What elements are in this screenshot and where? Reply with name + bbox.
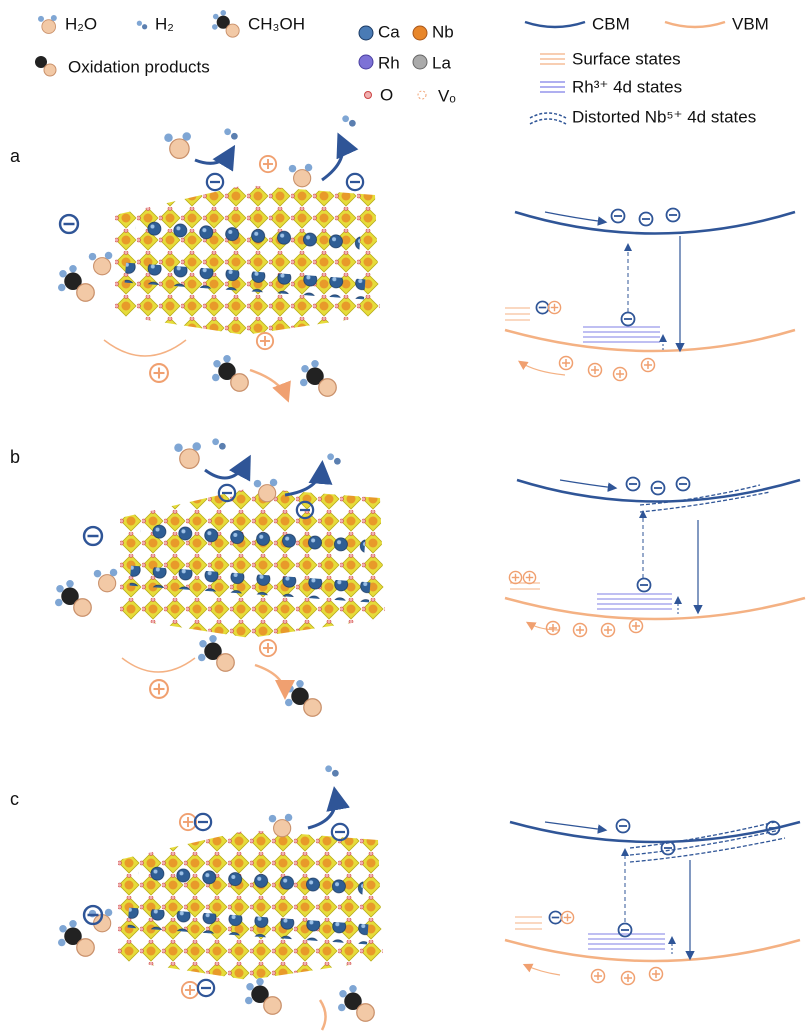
legend-label: Rh³⁺ 4d states bbox=[572, 77, 682, 96]
legend-label: CH₃OH bbox=[248, 14, 305, 33]
legend-label: Surface states bbox=[572, 49, 681, 68]
legend-label: Vₒ bbox=[438, 86, 456, 105]
legend-label: O bbox=[380, 85, 393, 104]
crystal-b bbox=[55, 438, 385, 717]
crystal-a bbox=[58, 115, 380, 403]
legend-label: Distorted Nb⁵⁺ 4d states bbox=[572, 107, 756, 126]
panel-label: a bbox=[10, 146, 21, 166]
legend-label: La bbox=[432, 53, 451, 72]
legend-label: Ca bbox=[378, 22, 400, 41]
panel-label: b bbox=[10, 447, 20, 467]
legend-label: H₂ bbox=[155, 14, 174, 33]
band-diagram-c bbox=[504, 818, 801, 986]
legend: H₂O H₂ CH₃OH Oxidation products Ca Nb Rh… bbox=[35, 10, 769, 126]
legend-label: CBM bbox=[592, 14, 630, 33]
legend-label: VBM bbox=[732, 14, 769, 33]
legend-label: Oxidation products bbox=[68, 57, 210, 76]
band-diagram-b bbox=[504, 476, 806, 638]
legend-label: Nb bbox=[432, 22, 454, 41]
panel-label: c bbox=[10, 789, 19, 809]
crystal-c bbox=[58, 765, 383, 1031]
band-diagram-a bbox=[504, 207, 796, 382]
legend-label: Rh bbox=[378, 53, 400, 72]
legend-label: H₂O bbox=[65, 14, 97, 33]
